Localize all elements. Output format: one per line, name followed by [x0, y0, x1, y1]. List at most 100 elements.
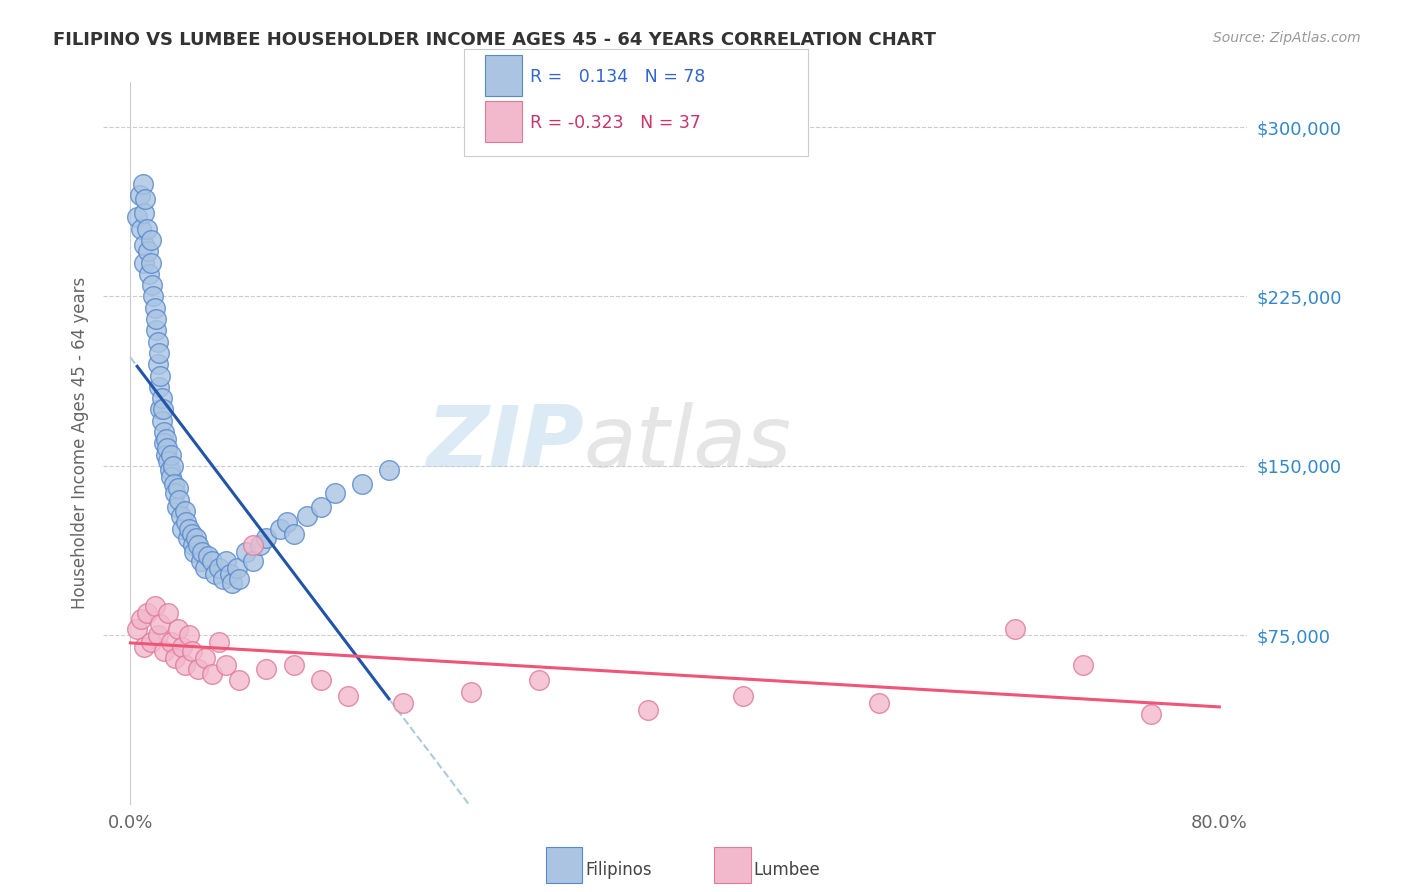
Point — [135, 606, 157, 620]
Point — [135, 221, 157, 235]
Point — [183, 545, 205, 559]
Point — [187, 538, 209, 552]
Point — [167, 482, 190, 496]
Point — [155, 432, 177, 446]
Point — [139, 635, 162, 649]
Point — [527, 673, 550, 688]
Point — [150, 391, 173, 405]
Point — [350, 477, 373, 491]
Point — [214, 554, 236, 568]
Point — [212, 572, 235, 586]
Point — [173, 657, 195, 672]
Point — [155, 448, 177, 462]
Point — [309, 500, 332, 514]
Point — [201, 554, 224, 568]
Point — [194, 560, 217, 574]
Point — [225, 560, 247, 574]
Point — [868, 696, 890, 710]
Point — [127, 622, 149, 636]
Point — [309, 673, 332, 688]
Point — [167, 622, 190, 636]
Point — [149, 617, 172, 632]
Point — [242, 538, 264, 552]
Point — [190, 554, 212, 568]
Point — [460, 684, 482, 698]
Point — [160, 448, 183, 462]
Point — [169, 492, 191, 507]
Point — [138, 267, 160, 281]
Point — [276, 516, 298, 530]
Point — [1004, 622, 1026, 636]
Point — [141, 278, 163, 293]
Point — [131, 177, 153, 191]
Point — [391, 696, 413, 710]
Point — [157, 606, 180, 620]
Point — [269, 522, 291, 536]
Point — [148, 346, 170, 360]
Point — [153, 644, 176, 658]
Point — [148, 380, 170, 394]
Point — [128, 187, 150, 202]
Point — [146, 357, 169, 371]
Point — [170, 508, 193, 523]
Text: R = -0.323   N = 37: R = -0.323 N = 37 — [530, 113, 702, 132]
Point — [187, 662, 209, 676]
Point — [180, 644, 202, 658]
Point — [181, 538, 204, 552]
Point — [235, 545, 257, 559]
Point — [208, 635, 231, 649]
Point — [143, 599, 166, 613]
Point — [157, 454, 180, 468]
Point — [172, 640, 194, 654]
Point — [256, 531, 278, 545]
Point — [142, 289, 165, 303]
Point — [204, 567, 226, 582]
Point — [297, 508, 319, 523]
Point — [146, 334, 169, 349]
Point — [194, 651, 217, 665]
Point — [132, 640, 155, 654]
Point — [174, 516, 197, 530]
Text: Filipinos: Filipinos — [585, 861, 651, 879]
Point — [159, 463, 181, 477]
Point — [197, 549, 219, 564]
Text: R =   0.134   N = 78: R = 0.134 N = 78 — [530, 68, 706, 86]
Point — [283, 657, 305, 672]
Point — [731, 690, 754, 704]
Point — [134, 192, 156, 206]
Point — [153, 425, 176, 439]
Text: Source: ZipAtlas.com: Source: ZipAtlas.com — [1213, 31, 1361, 45]
Point — [132, 255, 155, 269]
Point — [378, 463, 401, 477]
Point — [172, 522, 194, 536]
Point — [201, 666, 224, 681]
Point — [132, 237, 155, 252]
Point — [160, 470, 183, 484]
Point — [228, 673, 250, 688]
Point — [163, 477, 186, 491]
Text: FILIPINO VS LUMBEE HOUSEHOLDER INCOME AGES 45 - 64 YEARS CORRELATION CHART: FILIPINO VS LUMBEE HOUSEHOLDER INCOME AG… — [53, 31, 936, 49]
Point — [129, 221, 152, 235]
Point — [214, 657, 236, 672]
Point — [165, 486, 187, 500]
Point — [208, 560, 231, 574]
Y-axis label: Householder Income Ages 45 - 64 years: Householder Income Ages 45 - 64 years — [72, 277, 89, 609]
Point — [323, 486, 346, 500]
Point — [156, 441, 179, 455]
Point — [249, 538, 271, 552]
Point — [139, 233, 162, 247]
Point — [153, 436, 176, 450]
Point — [165, 651, 187, 665]
Point — [146, 628, 169, 642]
Point — [149, 402, 172, 417]
Point — [191, 545, 214, 559]
Point — [242, 554, 264, 568]
Point — [177, 522, 200, 536]
Point — [337, 690, 360, 704]
Point — [129, 612, 152, 626]
Point — [127, 211, 149, 225]
Text: atlas: atlas — [583, 401, 792, 484]
Point — [143, 301, 166, 315]
Point — [1140, 707, 1163, 722]
Point — [283, 526, 305, 541]
